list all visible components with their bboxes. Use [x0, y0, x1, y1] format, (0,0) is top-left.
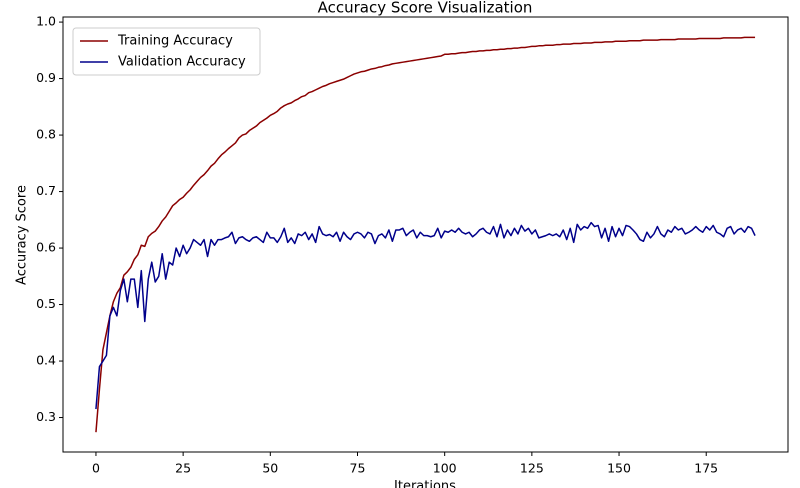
- chart-title: Accuracy Score Visualization: [318, 0, 533, 17]
- y-tick-label: 0.8: [36, 127, 56, 142]
- y-tick-label: 0.7: [36, 183, 56, 198]
- x-tick-label: 125: [520, 461, 544, 476]
- x-tick-label: 25: [175, 461, 191, 476]
- y-tick-label: 0.3: [36, 409, 56, 424]
- x-tick-label: 50: [262, 461, 278, 476]
- legend-label: Training Accuracy: [117, 34, 233, 49]
- x-tick-label: 175: [694, 461, 718, 476]
- y-axis-label: Accuracy Score: [15, 185, 30, 285]
- x-tick-label: 150: [607, 461, 631, 476]
- y-tick-label: 1.0: [36, 14, 56, 29]
- y-tick-label: 0.9: [36, 70, 56, 85]
- series-line: [95, 221, 756, 410]
- x-tick-label: 0: [92, 461, 100, 476]
- y-tick-label: 0.5: [36, 296, 56, 311]
- x-tick-label: 75: [350, 461, 366, 476]
- legend-label: Validation Accuracy: [118, 55, 246, 70]
- y-tick-label: 0.6: [36, 240, 56, 255]
- y-tick-label: 0.4: [36, 353, 56, 368]
- x-axis-label: Iterations: [394, 479, 456, 488]
- series-line: [95, 36, 756, 433]
- legend-box: [72, 27, 261, 76]
- x-tick-label: 100: [433, 461, 457, 476]
- plot-frame: [62, 16, 789, 453]
